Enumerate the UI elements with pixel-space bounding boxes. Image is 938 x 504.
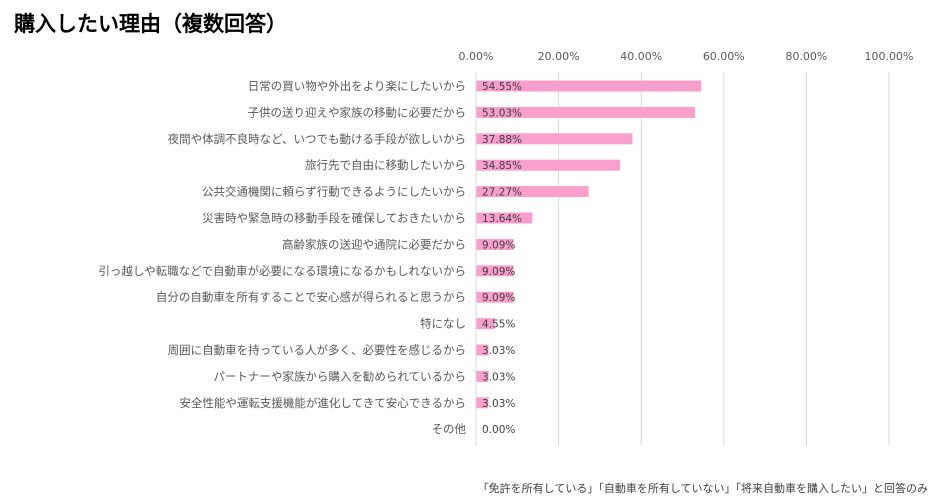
bar xyxy=(476,80,702,92)
category-label: 自分の自動車を所有することで安心感が得られると思うから xyxy=(156,290,466,304)
category-label: 公共交通機関に頼らず行動できるようにしたいから xyxy=(202,185,466,199)
x-axis-tick-labels: 0.00% 20.00% 40.00% 60.00% 80.00% 100.00% xyxy=(459,50,914,63)
bar xyxy=(476,212,533,224)
category-label: パートナーや家族から購入を勧められているから xyxy=(213,369,466,383)
grid-lines xyxy=(558,72,890,446)
data-label: 0.00% xyxy=(482,424,515,436)
x-tick-label: 40.00% xyxy=(620,50,662,63)
data-label: 3.03% xyxy=(482,371,515,383)
category-label: 夜間や体調不良時など、いつでも動ける手段が欲しいから xyxy=(168,132,466,146)
category-label: 高齢家族の送迎や通院に必要だから xyxy=(282,237,466,251)
bars xyxy=(476,80,702,409)
bar xyxy=(476,159,620,171)
data-label: 27.27% xyxy=(482,187,522,199)
x-tick-label: 20.00% xyxy=(538,50,580,63)
data-label: 9.09% xyxy=(482,239,515,251)
bar xyxy=(476,344,489,356)
data-label: 3.03% xyxy=(482,398,515,410)
bar xyxy=(476,186,589,198)
data-label: 37.88% xyxy=(482,134,522,146)
data-label: 34.85% xyxy=(482,160,522,172)
bar xyxy=(476,133,633,145)
category-label: 周囲に自動車を持っている人が多く、必要性を感じるから xyxy=(168,343,466,357)
page-title: 購入したい理由（複数回答） xyxy=(14,12,287,36)
x-tick-label: 80.00% xyxy=(785,50,827,63)
category-label: 日常の買い物や外出をより楽にしたいから xyxy=(248,79,466,93)
data-label: 54.55% xyxy=(482,81,522,93)
bar xyxy=(476,370,489,382)
data-label: 9.09% xyxy=(482,266,515,278)
bar xyxy=(476,318,495,330)
data-label: 3.03% xyxy=(482,345,515,357)
category-label: 特になし xyxy=(420,317,466,331)
data-label: 9.09% xyxy=(482,292,515,304)
data-label: 13.64% xyxy=(482,213,522,225)
data-label: 53.03% xyxy=(482,107,522,119)
category-label: 災害時や緊急時の移動手段を確保しておきたいから xyxy=(202,211,466,225)
data-labels: 54.55% 53.03% 37.88% 34.85% 27.27% 13.64% 9.09… xyxy=(482,81,522,436)
bar xyxy=(476,397,489,409)
x-tick-label: 60.00% xyxy=(703,50,745,63)
bar xyxy=(476,106,696,118)
category-label: 安全性能や運転支援機能が進化してきて安心できるから xyxy=(179,396,466,410)
category-labels: 日常の買い物や外出をより楽にしたいから子供の送り迎えや家族の移動に必要だから夜間… xyxy=(98,79,466,436)
category-label: 旅行先で自由に移動したいから xyxy=(305,158,466,172)
bar xyxy=(476,291,514,303)
bar xyxy=(476,238,514,250)
data-label: 4.55% xyxy=(482,319,515,331)
category-label: 引っ越しや転職などで自動車が必要になる環境になるかもしれないから xyxy=(98,264,466,278)
category-label: その他 xyxy=(432,422,467,436)
x-tick-label: 0.00% xyxy=(459,50,494,63)
bar xyxy=(476,265,514,277)
footnote: 「免許を所有している」「自動車を所有していない」「将来自動車を購入したい」と回答… xyxy=(477,482,928,495)
category-label: 子供の送り迎えや家族の移動に必要だから xyxy=(248,105,467,119)
x-tick-label: 100.00% xyxy=(865,50,914,63)
